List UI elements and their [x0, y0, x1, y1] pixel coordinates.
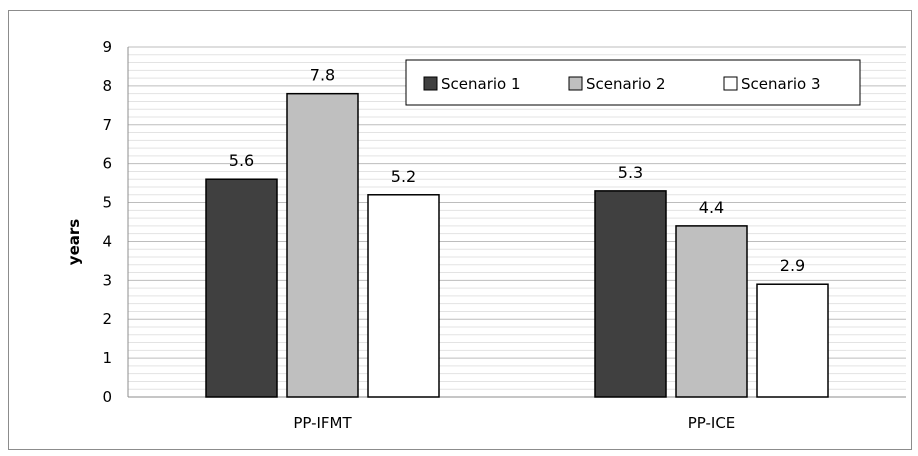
chart-frame: 0 1 2 3 4 5 6 7 8 9 PP-IFMT PP-ICE 5.6 7.8 5.2 5.3 4.4 2… [8, 10, 912, 450]
bar-scenario-1-pp-ice [594, 190, 667, 398]
data-label: 5.2 [391, 167, 416, 186]
y-tick-label: 0 [102, 388, 112, 406]
data-label: 4.4 [699, 198, 724, 217]
bars [205, 92, 829, 398]
data-label: 5.3 [618, 163, 643, 182]
bar-scenario-3-pp-ice [756, 283, 829, 398]
x-category-label: PP-IFMT [293, 414, 352, 432]
bar-chart: 0 1 2 3 4 5 6 7 8 9 PP-IFMT PP-ICE 5.6 7.8 5.2 5.3 4.4 2… [65, 38, 906, 432]
legend-box [405, 59, 861, 106]
bar-scenario-2-pp-ifmt [286, 92, 359, 398]
bar-scenario-2-pp-ice [675, 225, 748, 398]
y-tick-label: 6 [102, 155, 112, 173]
data-label: 7.8 [310, 66, 335, 85]
y-tick-label: 8 [102, 77, 112, 95]
y-tick-label: 3 [102, 271, 112, 289]
y-tick-label: 9 [102, 38, 112, 56]
data-labels: 5.6 7.8 5.2 5.3 4.4 2.9 [229, 66, 805, 276]
legend: Scenario 1 Scenario 2 Scenario 3 [405, 59, 861, 106]
y-axis-title: years [65, 219, 83, 265]
legend-label: Scenario 2 [586, 75, 666, 93]
legend-swatch [423, 76, 438, 91]
data-label: 2.9 [780, 256, 805, 275]
y-tick-label: 2 [102, 310, 112, 328]
legend-label: Scenario 3 [741, 75, 821, 93]
y-tick-label: 5 [102, 194, 112, 212]
bar-scenario-3-pp-ifmt [367, 194, 440, 398]
data-label: 5.6 [229, 151, 254, 170]
y-tick-label: 7 [102, 116, 112, 134]
legend-swatch [723, 76, 738, 91]
y-tick-label: 4 [102, 232, 112, 250]
y-tick-label: 1 [102, 349, 112, 367]
bar-scenario-1-pp-ifmt [205, 178, 278, 398]
x-category-label: PP-ICE [688, 414, 736, 432]
legend-label: Scenario 1 [441, 75, 521, 93]
legend-swatch [568, 76, 583, 91]
